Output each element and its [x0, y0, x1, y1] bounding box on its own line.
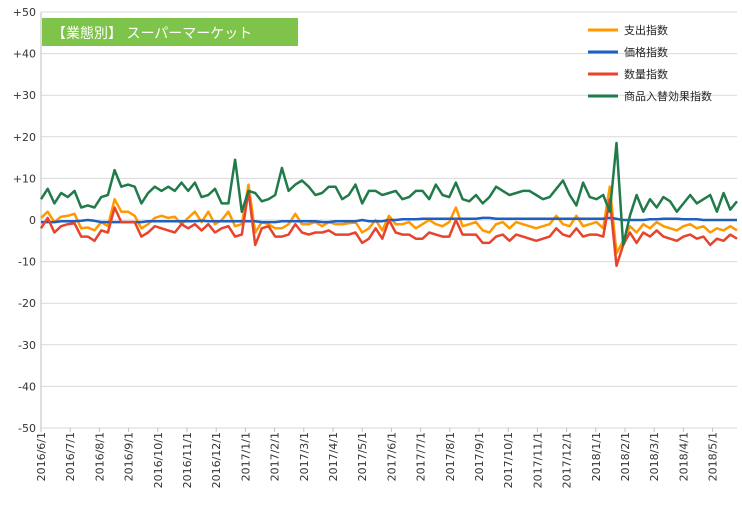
legend-label: 支出指数 — [624, 23, 668, 37]
chart-title-background — [42, 18, 298, 46]
x-tick-label: 2016/9/1 — [123, 432, 136, 481]
x-tick-label: 2016/10/1 — [152, 432, 165, 488]
y-tick-label: -20 — [18, 297, 36, 310]
y-tick-label: +40 — [13, 48, 36, 61]
legend-label: 商品入替効果指数 — [624, 89, 712, 103]
y-tick-label: +30 — [13, 89, 36, 102]
series-line — [39, 189, 738, 268]
y-tick-label: -50 — [18, 422, 36, 435]
y-tick-label: +10 — [13, 172, 36, 185]
y-tick-label: +20 — [13, 131, 36, 144]
y-tick-label: -10 — [18, 256, 36, 269]
y-tick-label: -30 — [18, 339, 36, 352]
x-tick-label: 2017/1/1 — [239, 432, 252, 481]
chart-title: 【業態別】 スーパーマーケット — [42, 18, 298, 46]
x-tick-label: 2016/7/1 — [64, 432, 77, 481]
x-tick-label: 2017/11/1 — [531, 432, 544, 488]
x-tick-label: 2016/8/1 — [93, 432, 106, 481]
y-tick-label: +50 — [13, 6, 36, 19]
x-tick-label: 2017/9/1 — [473, 432, 486, 481]
x-tick-label: 2017/8/1 — [444, 432, 457, 481]
x-tick-label: 2018/2/1 — [619, 432, 632, 481]
x-tick-label: 2017/4/1 — [327, 432, 340, 481]
x-tick-label: 2018/1/1 — [590, 432, 603, 481]
series-line — [39, 141, 738, 247]
legend-label: 数量指数 — [624, 67, 668, 81]
chart-title-text: 【業態別】 スーパーマーケット — [52, 26, 252, 42]
x-tick-label: 2017/3/1 — [298, 432, 311, 481]
x-tick-label: 2017/12/1 — [561, 432, 574, 488]
x-axis-ticks: 2016/6/1 2016/7/1 2016/8/1 2016/9/1 2016/10/… — [35, 428, 720, 488]
x-tick-label: 2017/6/1 — [385, 432, 398, 481]
series-lines — [39, 141, 738, 268]
y-tick-label: 0 — [29, 214, 36, 227]
y-tick-label: -40 — [18, 380, 36, 393]
x-tick-label: 2016/6/1 — [35, 432, 48, 481]
legend-label: 価格指数 — [624, 45, 668, 59]
x-tick-label: 2018/5/1 — [707, 432, 720, 481]
x-tick-label: 2016/12/1 — [210, 432, 223, 488]
x-tick-label: 2018/4/1 — [677, 432, 690, 481]
y-axis-ticks: +50 +40 +30 +20 +10 0 -10 -20 -30 -40 -50 — [13, 6, 36, 435]
x-tick-label: 2017/2/1 — [269, 432, 282, 481]
x-tick-label: 2017/5/1 — [356, 432, 369, 481]
x-tick-label: 2018/3/1 — [648, 432, 661, 481]
x-tick-label: 2016/11/1 — [181, 432, 194, 488]
series-line — [40, 183, 738, 255]
x-tick-label: 2017/7/1 — [415, 432, 428, 481]
x-tick-label: 2017/10/1 — [502, 432, 515, 488]
